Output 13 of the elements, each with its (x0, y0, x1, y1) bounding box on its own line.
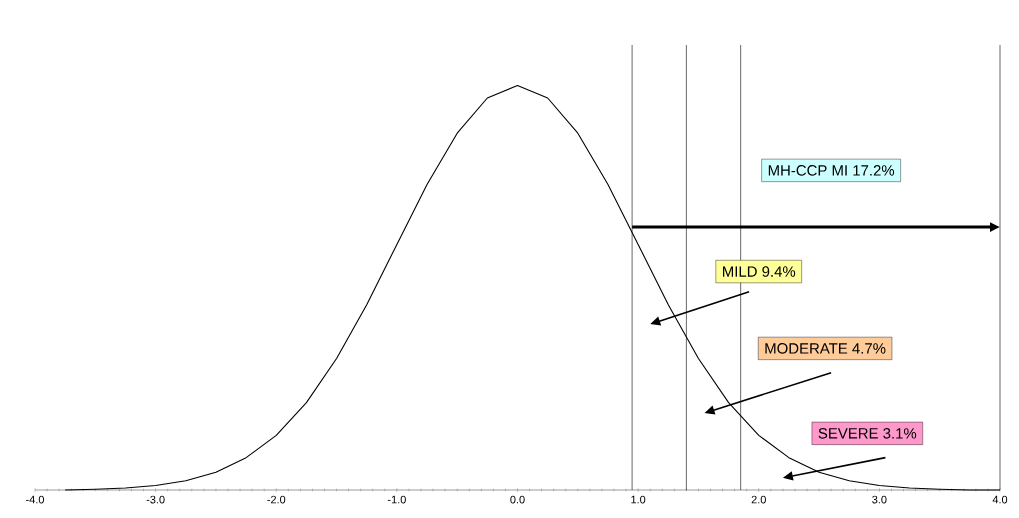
x-tick-label: 3.0 (872, 495, 887, 504)
x-tick-label: 0.0 (510, 495, 525, 504)
x-tick-label: -1.0 (387, 495, 406, 504)
x-tick-label: 1.0 (631, 495, 646, 504)
annotation: MH-CCP MI 17.2% (768, 165, 895, 176)
x-tick-label: -3.0 (146, 495, 165, 504)
x-tick-label: -4.0 (26, 495, 44, 504)
x-tick-label: 4.0 (992, 495, 1008, 504)
annotation: MILD 9.4% (723, 266, 796, 277)
x-tick-label: -2.0 (267, 495, 286, 504)
x-tick-label: 2.0 (751, 495, 766, 504)
annotation: MODERATE 4.7% (765, 343, 886, 354)
annotation: SEVERE 3.1% (818, 428, 917, 439)
